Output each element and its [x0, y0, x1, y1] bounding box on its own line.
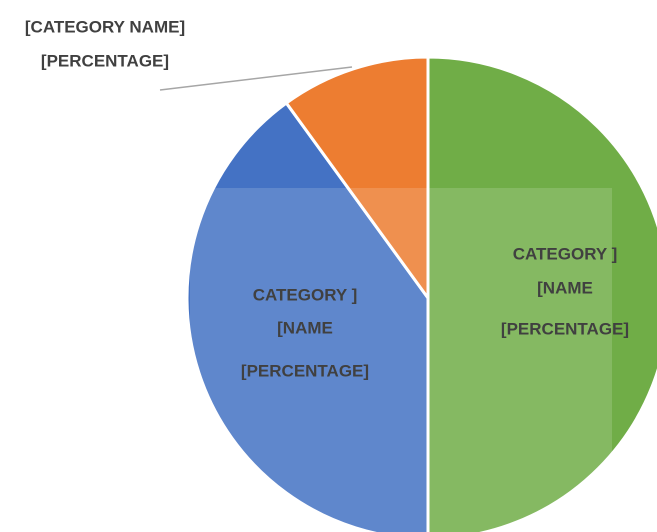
page: {"chart_data": {"type": "pie", "categori…	[0, 0, 657, 532]
overlay	[190, 188, 612, 532]
chart: CATEGORY ] [NAME [PERCENTAGE] CATEGORY ] [NA…	[0, 0, 657, 532]
data-label: CATEGORY ]	[513, 244, 618, 263]
data-label: [PERCENTAGE]	[241, 361, 369, 380]
data-label: CATEGORY ]	[253, 285, 358, 304]
data-label: [NAME	[277, 318, 333, 337]
data-label: [PERCENTAGE]	[501, 319, 629, 338]
data-label: [CATEGORY NAME]	[25, 17, 185, 36]
data-label: [NAME	[537, 278, 593, 297]
data-label: [PERCENTAGE]	[41, 51, 169, 70]
